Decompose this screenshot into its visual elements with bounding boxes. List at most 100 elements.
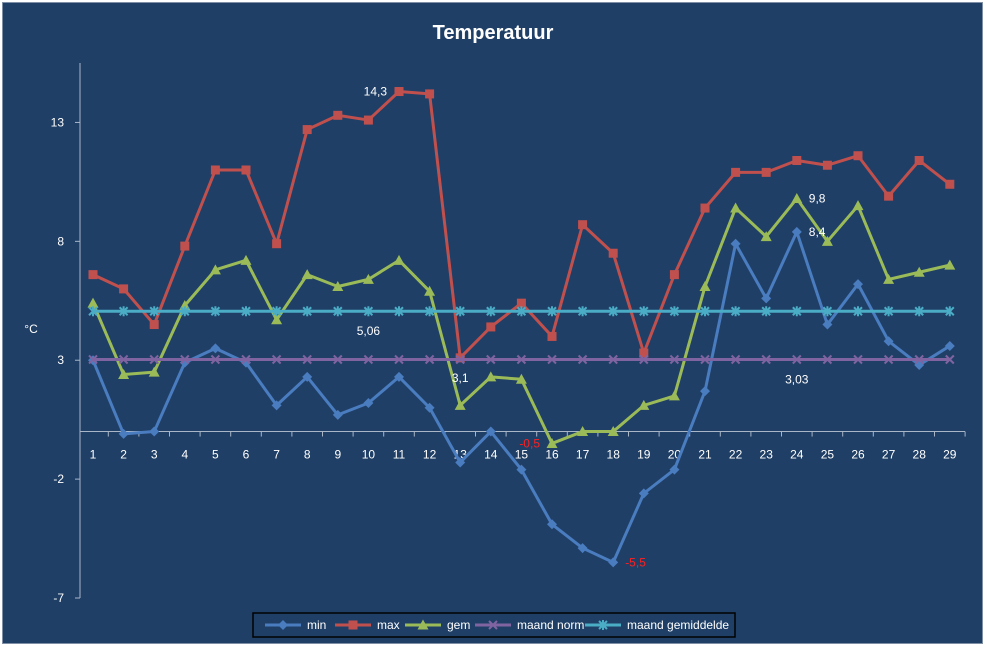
data-point [669,306,680,317]
series-maand-norm [88,354,955,365]
data-point [546,437,558,448]
data-point [118,306,129,317]
data-point [792,306,802,317]
data-point [669,354,680,365]
data-point [884,191,894,201]
data-point [455,457,466,468]
data-point [791,193,803,204]
data-point [700,306,710,317]
data-point [486,306,496,317]
data-point [853,279,863,290]
data-point [607,426,619,437]
data-point [393,254,405,265]
data-point [852,200,864,211]
legend: min max gem maand norm maand gemiddelde [252,612,736,638]
x-tick-label: 23 [760,448,774,462]
data-point [944,340,955,351]
data-point [363,115,373,125]
y-axis-label: °C [24,322,38,336]
data-point [792,354,802,365]
data-point [822,306,833,317]
data-point [424,402,435,413]
data-point [577,543,588,554]
x-tick-label: 2 [120,448,127,462]
y-tick-label: 13 [51,115,65,129]
data-point [88,270,98,280]
series-layer [87,87,956,568]
x-tick-label: 5 [212,448,219,462]
x-tick-label: 18 [607,448,621,462]
data-point [119,284,129,294]
data-point [547,354,557,365]
x-tick-label: 15 [515,448,529,462]
data-point [210,306,221,317]
data-point [608,306,618,317]
data-point [363,354,374,365]
data-point [761,167,771,177]
x-tick-label: 14 [484,448,498,462]
data-point [302,125,312,135]
data-point [332,281,344,292]
data-point [730,202,742,213]
data-point [486,354,496,365]
data-point [210,343,221,354]
data-point [333,354,343,365]
legend-marker [278,620,288,630]
data-point [730,238,741,249]
data-point [88,354,98,365]
legend-marker [417,619,429,630]
data-point [148,366,160,377]
data-point [547,519,557,530]
data-point [118,428,129,439]
legend-label: maand gemiddelde [627,618,729,632]
data-point [180,241,190,251]
data-point [577,306,588,317]
data-point [424,354,435,365]
data-point [425,89,435,99]
data-point [761,293,772,304]
y-tick-label: 3 [57,353,64,367]
data-point [639,354,649,365]
x-tick-label: 6 [243,448,250,462]
data-point [455,306,465,317]
x-tick-label: 9 [334,448,341,462]
data-point [699,281,711,292]
data-point [669,270,679,280]
data-point [271,314,283,325]
series-min [88,226,955,568]
data-point [822,319,833,330]
legend-label: max [377,618,400,632]
data-point [761,306,771,317]
data-point [486,322,496,332]
x-tick-label: 7 [273,448,280,462]
data-point [883,273,895,284]
data-point [455,353,465,363]
data-point [149,306,159,317]
data-point [791,226,802,237]
data-point [363,306,374,317]
data-point [914,155,924,165]
data-point [577,354,588,365]
data-point [515,373,527,384]
data-labels: 14,3 5,06 3,1 -0,5 -5,5 9,8 8,4 3,03 [357,85,826,570]
legend-marker [488,620,498,630]
legend-marker [598,620,608,630]
data-point [945,354,955,365]
x-tick-label: 29 [943,448,957,462]
data-label: -0,5 [519,436,540,450]
x-tick-label: 21 [698,448,712,462]
data-point [608,248,618,258]
legend-marker [348,620,358,630]
legend-label: gem [447,618,470,632]
series-line [91,230,951,564]
data-point [424,285,436,296]
data-point [853,354,863,365]
data-point [333,306,343,317]
legend-item: min [265,618,326,632]
x-tick-label: 8 [304,448,311,462]
data-point [333,110,343,120]
data-point [516,306,527,317]
data-point [792,155,802,165]
